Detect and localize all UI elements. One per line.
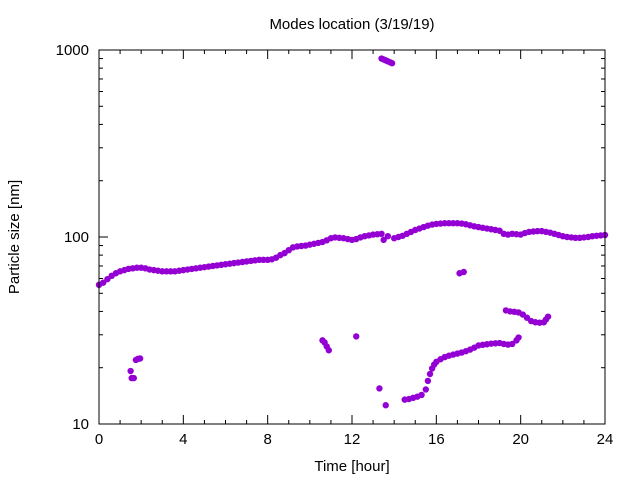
data-point <box>509 340 516 348</box>
x-tick-label: 8 <box>263 431 271 448</box>
x-tick-label: 4 <box>179 431 187 448</box>
y-tick-label: 100 <box>64 229 89 246</box>
data-point <box>130 374 137 382</box>
y-tick-label: 1000 <box>56 42 89 59</box>
data-point <box>376 385 383 392</box>
plot-frame <box>98 49 606 425</box>
chart-title: Modes location (3/19/19) <box>269 16 434 33</box>
data-point <box>378 230 385 238</box>
data-point <box>353 333 360 340</box>
data-point <box>384 232 392 240</box>
data-point <box>544 313 552 320</box>
x-tick-label: 24 <box>597 431 614 448</box>
ticks-layer: 0 4 8 12 16 20 24 10 100 1000 <box>56 42 614 448</box>
data-point <box>127 367 134 375</box>
x-axis-label: Time [hour] <box>314 458 389 475</box>
data-point <box>325 347 333 354</box>
x-tick-label: 12 <box>344 431 361 448</box>
x-tick-label: 20 <box>512 431 529 448</box>
data-point <box>422 386 429 393</box>
x-tick-label: 16 <box>428 431 445 448</box>
data-point <box>136 355 144 362</box>
data-point <box>426 370 434 378</box>
data-point <box>515 334 522 341</box>
x-tick-label: 0 <box>95 431 103 448</box>
data-point <box>382 402 389 409</box>
data-point <box>424 377 432 385</box>
data-point <box>100 279 107 286</box>
data-point <box>418 391 425 399</box>
data-point <box>388 60 396 67</box>
y-axis-label: Particle size [nm] <box>6 180 23 294</box>
y-tick-label: 10 <box>72 416 89 433</box>
points-layer <box>95 55 609 409</box>
data-point <box>380 236 387 244</box>
data-point <box>460 268 467 276</box>
